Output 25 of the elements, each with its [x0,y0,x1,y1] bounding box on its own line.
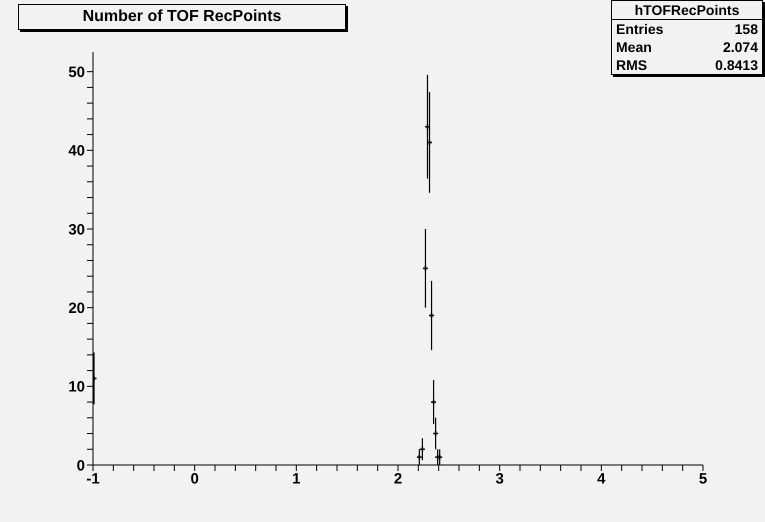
y-tick-label: 10 [68,378,85,396]
y-tick-label: 0 [76,457,85,474]
text: hTOFRecPoints [612,1,762,20]
text: 158 [734,20,758,38]
text: 2.074 [722,38,758,56]
annotation: RMS [616,56,648,74]
text: Entries [616,20,664,38]
x-tick-label: 0 [190,470,199,488]
point [428,312,435,319]
annotation: Mean [616,38,652,56]
y-tick-label: 20 [68,300,85,317]
x-tick-label: 4 [597,470,606,488]
y-tick-label: 50 [68,64,85,81]
x-tick-label: 5 [698,470,708,488]
chart-title: Number of TOF RecPoints [18,4,346,30]
x-tick-label: -1 [86,470,100,488]
y-tick-label: 30 [68,221,85,238]
point [430,398,437,406]
y-tick-label: 40 [68,142,85,160]
x-tick-label: 2 [394,470,402,488]
x-tick-label: 3 [495,470,504,488]
point [432,430,439,437]
point [422,265,429,272]
text: 0.8413 [715,56,758,74]
x-tick-label: 1 [292,470,301,488]
